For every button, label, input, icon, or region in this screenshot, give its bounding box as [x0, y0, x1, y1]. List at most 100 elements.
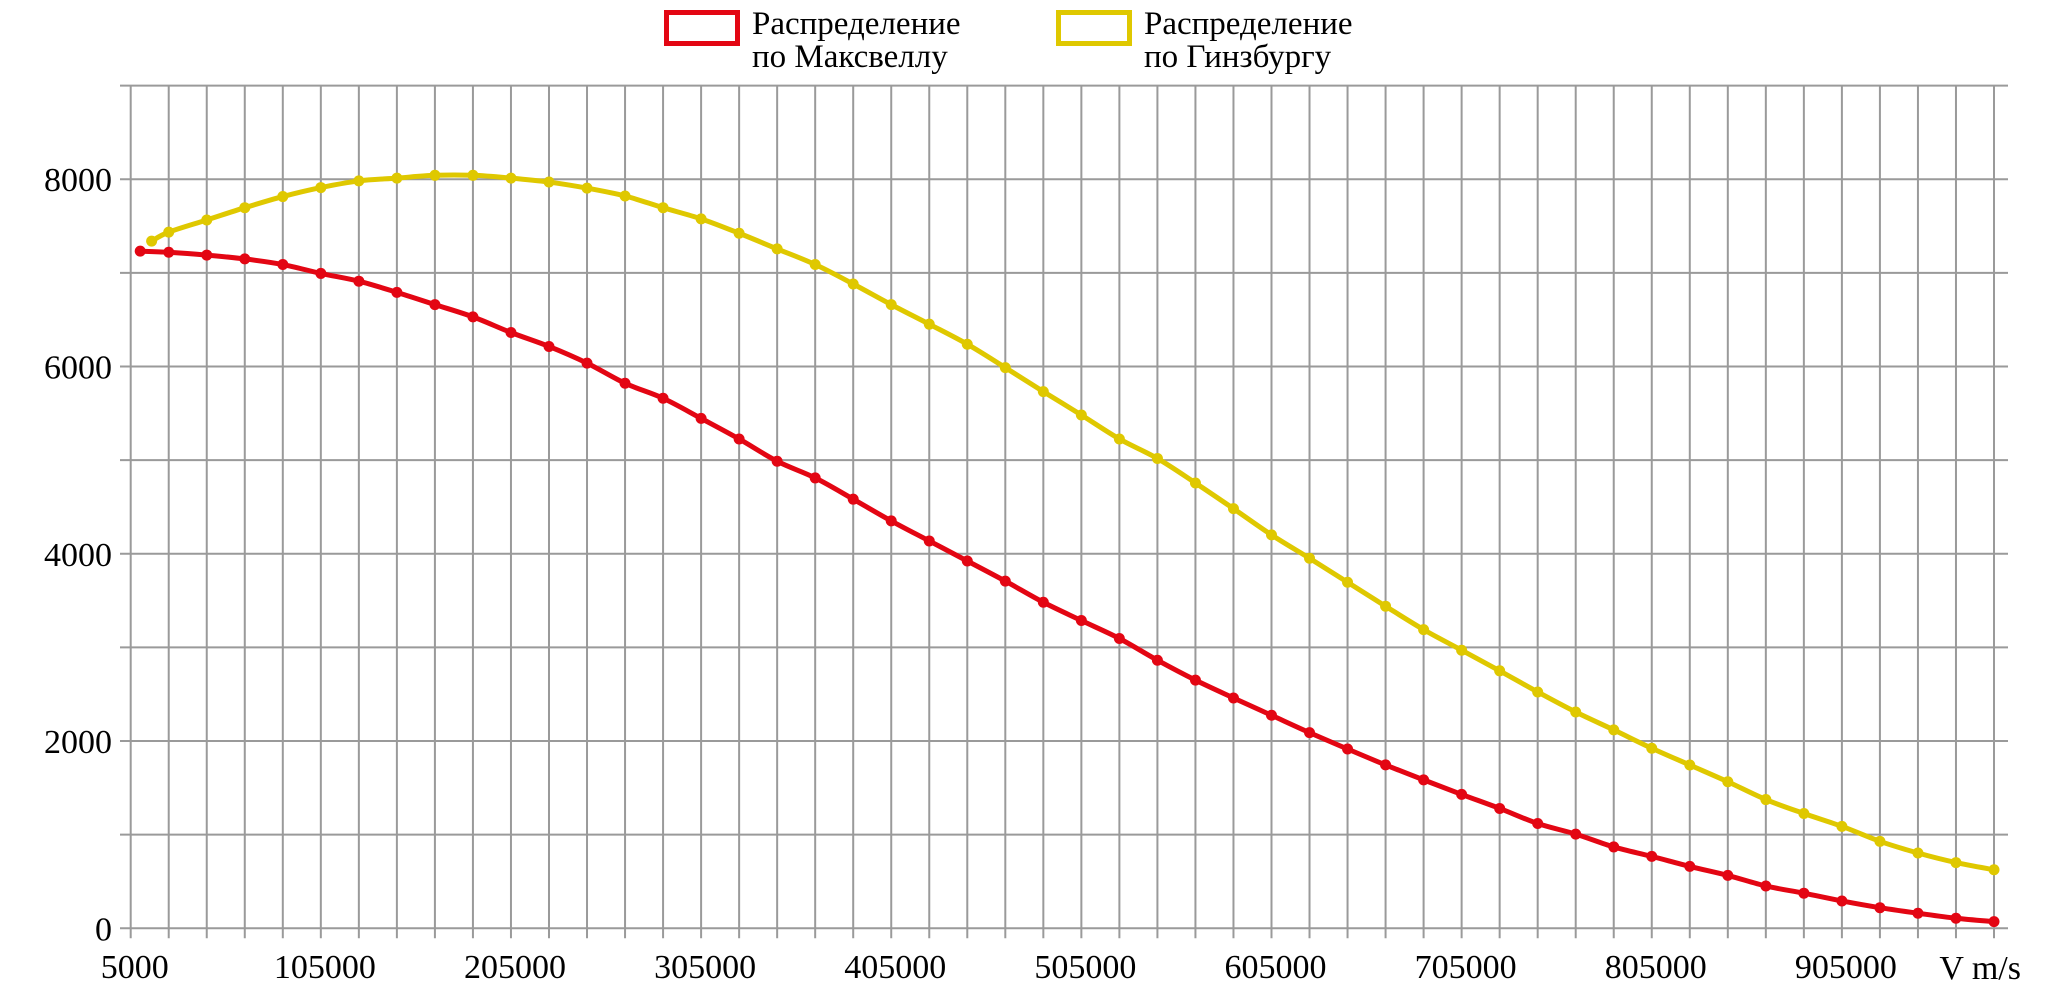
y-tick-label: 4000	[44, 537, 112, 574]
data-point	[1646, 742, 1658, 754]
data-point	[1760, 880, 1772, 892]
data-point	[1570, 828, 1582, 840]
data-point	[733, 433, 745, 445]
data-point	[429, 299, 441, 311]
data-point	[1342, 743, 1354, 755]
legend-swatch-ginzburg	[1056, 10, 1132, 46]
data-point	[1912, 847, 1924, 859]
y-tick-label: 6000	[44, 350, 112, 387]
data-point	[1113, 433, 1125, 445]
data-point	[695, 213, 707, 225]
x-tick-label: 5000	[101, 949, 169, 986]
legend-item-ginzburg: Распределение по Гинзбургу	[1056, 8, 1353, 74]
data-point	[923, 535, 935, 547]
data-point	[1874, 902, 1886, 914]
x-tick-label: 905000	[1795, 949, 1897, 986]
data-point	[1265, 709, 1277, 721]
data-point	[999, 575, 1011, 587]
data-point	[467, 169, 479, 181]
data-point	[134, 245, 146, 257]
legend-label-line: по Максвеллу	[752, 39, 948, 75]
data-point	[1227, 503, 1239, 515]
x-tick-label: 705000	[1415, 949, 1517, 986]
data-point	[277, 191, 289, 203]
data-point	[146, 235, 158, 247]
x-tick-label: 505000	[1034, 949, 1136, 986]
data-point	[961, 338, 973, 350]
y-tick-label: 8000	[44, 162, 112, 199]
data-point	[1684, 860, 1696, 872]
data-point	[657, 202, 669, 214]
data-point	[885, 515, 897, 527]
data-point	[201, 214, 213, 226]
series-layer	[134, 169, 2000, 928]
legend-swatch-maxwell	[664, 10, 740, 46]
data-point	[1494, 665, 1506, 677]
data-point	[315, 267, 327, 279]
data-point	[1950, 912, 1962, 924]
data-point	[1227, 692, 1239, 704]
data-point	[505, 172, 517, 184]
x-tick-label: 105000	[274, 949, 376, 986]
data-point	[1380, 600, 1392, 612]
data-point	[1608, 724, 1620, 736]
data-point	[657, 392, 669, 404]
data-point	[315, 182, 327, 194]
data-point	[1265, 529, 1277, 541]
data-point	[809, 259, 821, 271]
legend-label-ginzburg: Распределение по Гинзбургу	[1144, 8, 1353, 74]
data-point	[1722, 869, 1734, 881]
data-point	[847, 278, 859, 290]
data-point	[961, 555, 973, 567]
data-point	[201, 249, 213, 261]
data-point	[353, 175, 365, 187]
data-point	[923, 318, 935, 330]
data-point	[505, 327, 517, 339]
data-point	[1532, 818, 1544, 830]
data-point	[1836, 820, 1848, 832]
data-point	[1456, 644, 1468, 656]
legend-label-line: Распределение	[752, 6, 961, 42]
data-point	[1570, 706, 1582, 718]
x-tick-label: 805000	[1605, 949, 1707, 986]
data-point	[771, 243, 783, 255]
data-point	[543, 340, 555, 352]
data-point	[1950, 857, 1962, 869]
data-point	[239, 253, 251, 265]
data-point	[619, 377, 631, 389]
x-axis-label: V m/s	[1939, 950, 2021, 987]
y-tick-label: 0	[95, 911, 112, 948]
data-point	[1075, 615, 1087, 627]
data-point	[1912, 907, 1924, 919]
data-point	[1988, 864, 2000, 876]
data-point	[1722, 776, 1734, 788]
data-point	[847, 493, 859, 505]
data-point	[1798, 887, 1810, 899]
series-line-0	[140, 248, 1995, 925]
data-point	[1151, 452, 1163, 464]
data-point	[1418, 624, 1430, 636]
x-tick-label: 605000	[1224, 949, 1326, 986]
data-point	[1342, 576, 1354, 588]
data-point	[1532, 686, 1544, 698]
data-point	[1151, 654, 1163, 666]
data-point	[1075, 409, 1087, 421]
x-tick-label: 205000	[464, 949, 566, 986]
data-point	[543, 176, 555, 188]
data-point	[771, 455, 783, 467]
data-point	[1608, 841, 1620, 853]
data-point	[163, 226, 175, 238]
data-point	[1494, 802, 1506, 814]
data-point	[1037, 386, 1049, 398]
data-point	[1380, 759, 1392, 771]
data-point	[885, 299, 897, 311]
data-point	[277, 259, 289, 271]
series-line-1	[150, 172, 1995, 873]
legend-item-maxwell: Распределение по Максвеллу	[664, 8, 961, 74]
legend-label-line: по Гинзбургу	[1144, 39, 1332, 75]
data-point	[391, 286, 403, 298]
data-point	[163, 246, 175, 258]
data-point	[733, 227, 745, 239]
legend-label-maxwell: Распределение по Максвеллу	[752, 8, 961, 74]
data-point	[353, 275, 365, 287]
